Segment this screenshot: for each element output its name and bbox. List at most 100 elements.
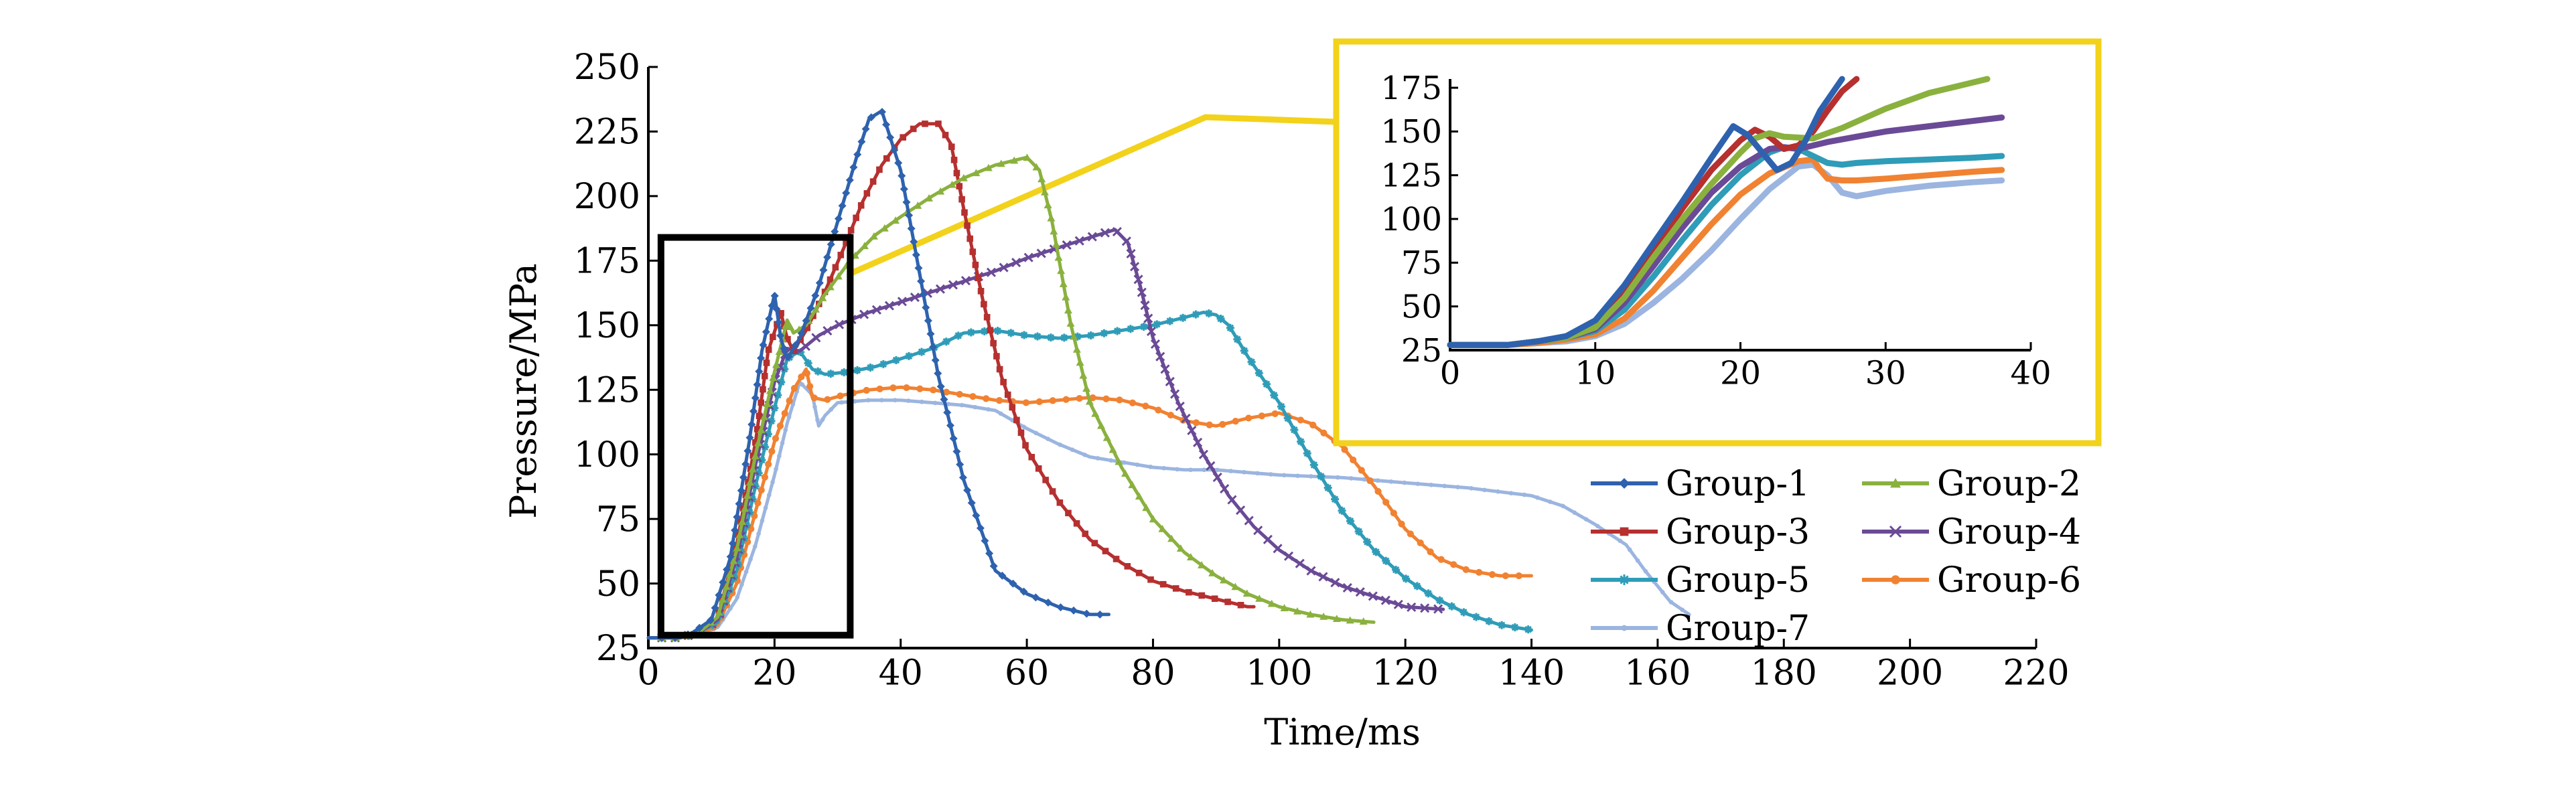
main-marker-group-3 [1147, 576, 1154, 583]
main-marker-group-5 [754, 469, 763, 477]
main-marker-group-3 [900, 134, 907, 141]
main-marker-group-4 [1355, 587, 1365, 597]
main-marker-group-3 [778, 310, 784, 317]
main-marker-group-7 [1548, 499, 1553, 504]
main-marker-group-4 [1212, 472, 1222, 483]
main-marker-group-3 [972, 261, 979, 268]
main-marker-group-1 [797, 329, 806, 337]
main-marker-group-2 [760, 412, 768, 420]
main-marker-group-3 [876, 166, 883, 173]
main-marker-group-1 [924, 317, 932, 325]
main-marker-group-6 [903, 384, 910, 392]
main-marker-group-7 [743, 569, 749, 574]
main-marker-group-7 [1122, 460, 1127, 465]
main-marker-group-3 [857, 202, 865, 209]
main-marker-group-6 [1341, 446, 1348, 453]
main-marker-group-5 [774, 391, 782, 400]
main-marker-group-2 [766, 386, 774, 394]
main-marker-group-6 [956, 390, 963, 398]
main-marker-group-6 [1035, 398, 1043, 406]
inset-series-line-group-1 [1447, 76, 1845, 348]
main-marker-group-4 [1193, 437, 1203, 447]
main-marker-group-1 [976, 524, 985, 532]
main-marker-group-7 [1082, 453, 1087, 457]
main-marker-group-4 [1295, 558, 1305, 568]
main-marker-group-6 [1488, 570, 1496, 578]
main-marker-group-4 [1244, 516, 1254, 526]
main-marker-group-7 [1643, 569, 1648, 574]
main-marker-group-6 [1297, 416, 1304, 424]
main-marker-group-1 [745, 433, 754, 442]
main-marker-group-2 [1066, 319, 1075, 327]
inset-x-tick-label: 0 [1440, 354, 1461, 392]
main-marker-group-6 [754, 499, 762, 507]
main-marker-group-1 [963, 486, 972, 495]
main-marker-group-7 [1535, 495, 1540, 500]
main-plot: 0 20 40 60 80 100 120 140 160 180 200 2202550751001… [574, 48, 2070, 693]
main-marker-group-7 [1095, 456, 1100, 461]
main-marker-group-3 [747, 465, 754, 472]
main-marker-group-1 [877, 108, 886, 116]
main-marker-group-6 [1062, 396, 1070, 403]
main-marker-group-6 [781, 410, 788, 417]
main-marker-group-7 [1429, 482, 1434, 487]
main-marker-group-5 [1277, 402, 1285, 411]
main-marker-group-6 [1437, 556, 1445, 563]
main-marker-group-3 [761, 372, 768, 380]
main-marker-group-6 [1049, 397, 1056, 404]
main-marker-group-3 [765, 346, 772, 353]
main-marker-group-5 [1424, 589, 1433, 598]
main-y-tick-label: 75 [596, 499, 640, 540]
legend-marker-group-3 [1620, 527, 1629, 536]
main-marker-group-1 [743, 447, 752, 455]
main-marker-group-2 [775, 347, 784, 356]
main-marker-group-2 [1044, 201, 1052, 209]
main-marker-group-4 [1126, 248, 1136, 258]
main-marker-group-2 [1079, 371, 1088, 379]
main-marker-group-2 [1293, 607, 1301, 615]
main-marker-group-2 [1242, 589, 1251, 597]
main-y-tick-label: 200 [574, 177, 640, 217]
main-marker-group-7 [1058, 442, 1062, 447]
main-marker-group-5 [1402, 574, 1411, 583]
main-marker-group-1 [1082, 609, 1091, 618]
main-marker-group-4 [1143, 313, 1153, 323]
legend-label-group-2: Group-2 [1937, 464, 2081, 504]
main-marker-group-1 [857, 137, 866, 146]
main-marker-group-7 [1402, 480, 1407, 485]
main-marker-group-2 [1037, 175, 1046, 183]
inset-x-tick-label: 40 [2010, 354, 2051, 392]
legend-label-group-1: Group-1 [1666, 464, 1810, 504]
inset-y-tick-label: 50 [1401, 288, 1442, 325]
main-marker-group-6 [942, 388, 950, 396]
main-marker-group-7 [786, 414, 792, 420]
main-marker-group-5 [1498, 621, 1506, 629]
main-marker-group-7 [946, 402, 951, 406]
main-marker-group-5 [1447, 602, 1456, 611]
main-marker-group-1 [867, 113, 875, 122]
main-marker-group-3 [967, 235, 973, 242]
main-marker-group-1 [753, 380, 762, 389]
main-marker-group-4 [1206, 461, 1216, 471]
main-marker-group-6 [876, 385, 883, 393]
zoom-region-box [657, 234, 854, 639]
main-marker-group-4 [1175, 401, 1185, 412]
main-marker-group-4 [1169, 389, 1180, 399]
main-marker-group-7 [1148, 465, 1153, 469]
main-y-tick-label: 100 [574, 435, 640, 475]
main-marker-group-6 [1102, 395, 1110, 402]
main-marker-group-1 [731, 526, 739, 534]
main-marker-group-1 [751, 394, 760, 402]
main-marker-group-1 [733, 513, 741, 522]
main-marker-group-1 [834, 214, 843, 223]
main-marker-group-5 [1216, 315, 1225, 323]
main-x-tick-label: 0 [637, 653, 659, 694]
main-marker-group-1 [842, 189, 851, 198]
main-marker-group-3 [1056, 499, 1064, 506]
main-marker-group-1 [774, 318, 783, 327]
main-marker-group-5 [804, 359, 812, 368]
main-marker-group-7 [986, 407, 991, 412]
main-marker-group-6 [772, 435, 780, 443]
legend-label-group-7: Group-7 [1666, 609, 1810, 649]
main-marker-group-2 [826, 283, 835, 291]
